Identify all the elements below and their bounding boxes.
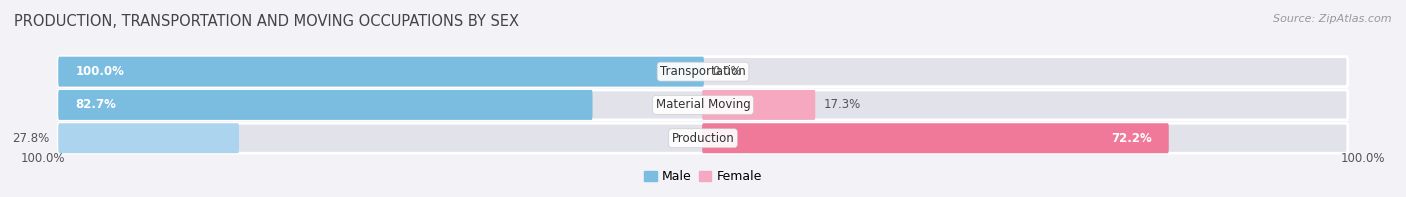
Text: 82.7%: 82.7% (76, 98, 117, 112)
Text: PRODUCTION, TRANSPORTATION AND MOVING OCCUPATIONS BY SEX: PRODUCTION, TRANSPORTATION AND MOVING OC… (14, 14, 519, 29)
FancyBboxPatch shape (58, 57, 704, 87)
FancyBboxPatch shape (58, 57, 1348, 87)
FancyBboxPatch shape (702, 90, 815, 120)
Text: 0.0%: 0.0% (713, 65, 742, 78)
Legend: Male, Female: Male, Female (640, 165, 766, 188)
Text: 100.0%: 100.0% (21, 152, 65, 165)
Text: Production: Production (672, 132, 734, 145)
Text: 27.8%: 27.8% (13, 132, 49, 145)
Text: 72.2%: 72.2% (1111, 132, 1152, 145)
Text: 100.0%: 100.0% (76, 65, 124, 78)
Text: Transportation: Transportation (661, 65, 745, 78)
FancyBboxPatch shape (58, 123, 1348, 153)
Text: 17.3%: 17.3% (824, 98, 862, 112)
Text: Material Moving: Material Moving (655, 98, 751, 112)
FancyBboxPatch shape (702, 123, 1168, 153)
Text: 100.0%: 100.0% (1341, 152, 1385, 165)
FancyBboxPatch shape (58, 90, 1348, 120)
FancyBboxPatch shape (58, 123, 239, 153)
Text: Source: ZipAtlas.com: Source: ZipAtlas.com (1274, 14, 1392, 24)
FancyBboxPatch shape (58, 90, 592, 120)
